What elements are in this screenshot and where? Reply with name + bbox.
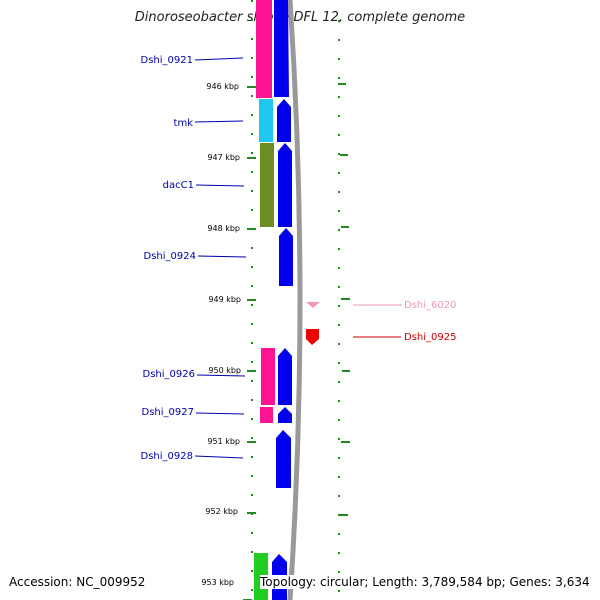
scale-labels: 946 kbp 947 kbp 948 kbp 949 kbp 950 kbp … [201, 82, 241, 587]
left-ticks [243, 86, 256, 600]
scale-label: 947 kbp [207, 153, 240, 162]
genome-summary: Topology: circular; Length: 3,789,584 bp… [260, 575, 590, 589]
scale-label: 950 kbp [208, 366, 241, 375]
cog-block [260, 407, 273, 423]
cog-block [261, 348, 275, 405]
scale-label: 951 kbp [207, 437, 240, 446]
gene-label-dshi-0925[interactable]: Dshi_0925 [404, 332, 456, 343]
right-ticks [337, 83, 350, 589]
gene-label-dshi-6020[interactable]: Dshi_6020 [404, 300, 456, 311]
leader-lines [194, 57, 402, 459]
cog-block [259, 99, 273, 142]
gene-label-dshi-0924[interactable]: Dshi_0924 [144, 251, 196, 262]
gene-label-dshi-0926[interactable]: Dshi_0926 [143, 369, 195, 380]
gene-dshi-0925-marker[interactable] [306, 329, 319, 345]
scale-label: 948 kbp [207, 224, 240, 233]
cds-arrow [278, 143, 292, 227]
scale-label: 952 kbp [205, 507, 238, 516]
cds-arrow [279, 228, 293, 286]
cog-track [254, 0, 275, 600]
cog-block [256, 0, 272, 98]
cog-block [260, 143, 274, 227]
scale-label: 946 kbp [206, 82, 239, 91]
cds-arrow [274, 0, 289, 97]
gene-label-dshi-0928[interactable]: Dshi_0928 [141, 451, 193, 462]
genome-backbone [287, 0, 303, 600]
gene-label-dacc1[interactable]: dacC1 [163, 180, 194, 191]
cds-arrow [278, 348, 292, 405]
gene-label-dshi-0921[interactable]: Dshi_0921 [141, 55, 193, 66]
scale-label: 949 kbp [208, 295, 241, 304]
dotted-rails [251, 0, 340, 600]
gene-label-dshi-0927[interactable]: Dshi_0927 [142, 407, 194, 418]
gene-label-tmk[interactable]: tmk [174, 118, 194, 129]
accession-label: Accession: NC_009952 [9, 575, 146, 589]
genome-title: Dinoroseobacter shibae DFL 12, complete … [134, 10, 466, 25]
gene-dshi-6020-marker[interactable] [306, 302, 320, 308]
cds-track [272, 0, 293, 600]
cds-arrow [278, 407, 292, 423]
scale-label: 953 kbp [201, 578, 234, 587]
cds-arrow [277, 99, 291, 142]
cds-arrow [276, 430, 291, 488]
gene-labels: Dshi_0921 tmk dacC1 Dshi_0924 Dshi_6020 … [141, 55, 457, 462]
